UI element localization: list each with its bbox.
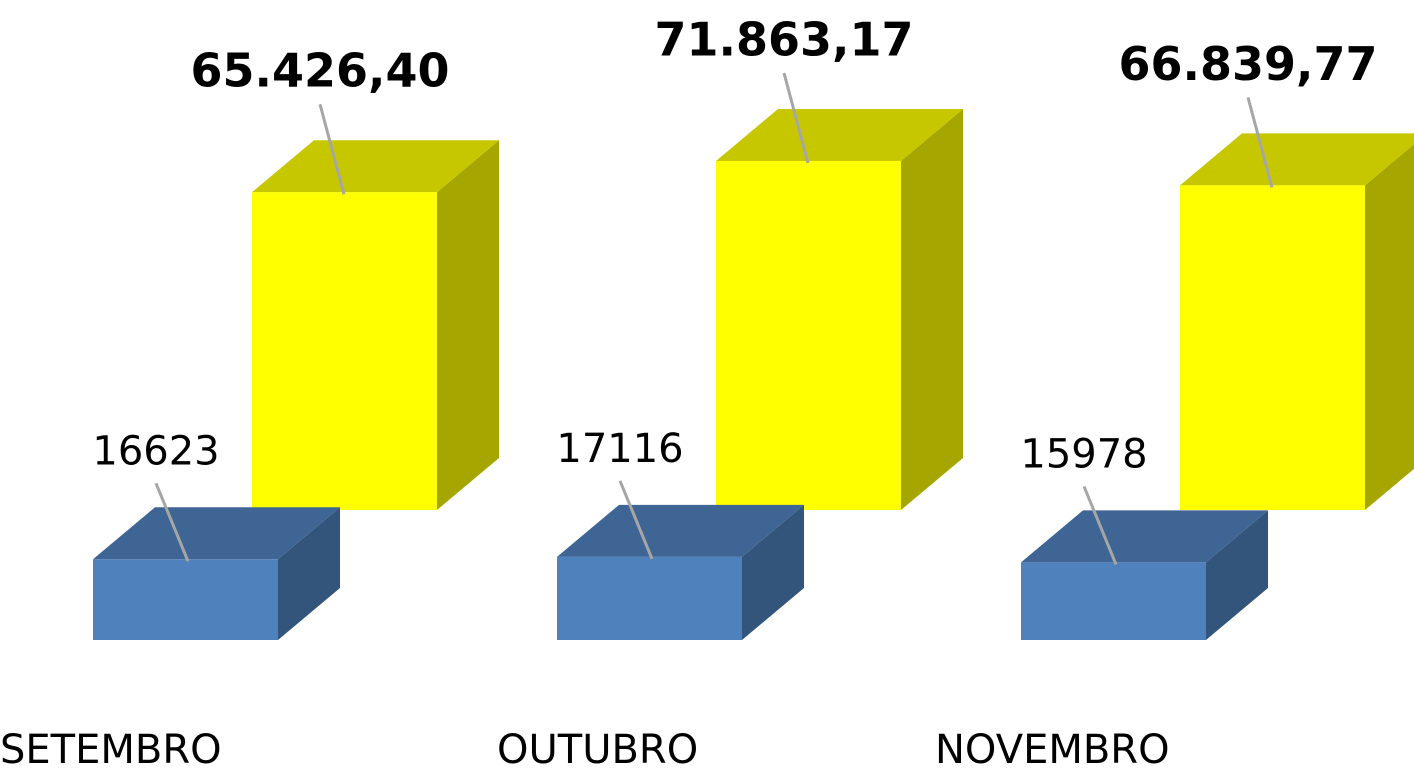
data-label: 17116 xyxy=(556,426,683,472)
bar-top xyxy=(1021,510,1268,563)
leader-line xyxy=(1246,96,1274,188)
bar-top xyxy=(252,140,499,193)
bar-side xyxy=(742,504,804,640)
category-label: OUTUBRO xyxy=(497,727,698,773)
bar-side xyxy=(437,140,499,510)
leader-line xyxy=(782,72,810,164)
bar-side xyxy=(1365,144,1414,510)
leader-line xyxy=(154,482,190,562)
data-label: 65.426,40 xyxy=(191,44,450,98)
bar xyxy=(557,556,742,640)
bar-side xyxy=(1206,510,1268,640)
category-label: SETEMBRO xyxy=(0,727,222,773)
bar xyxy=(716,160,901,510)
bar xyxy=(1180,185,1365,511)
bar-top xyxy=(557,504,804,557)
bar xyxy=(252,192,437,510)
bar-top xyxy=(1180,133,1414,186)
category-label: NOVEMBRO xyxy=(935,727,1170,773)
bar xyxy=(1021,562,1206,640)
bar-side xyxy=(278,507,340,640)
data-label: 15978 xyxy=(1020,431,1147,477)
leader-line xyxy=(618,480,654,560)
leader-line xyxy=(1082,485,1118,565)
bar-top xyxy=(716,108,963,161)
bar-top xyxy=(93,507,340,560)
data-label: 16623 xyxy=(92,428,219,474)
data-label: 66.839,77 xyxy=(1119,37,1378,91)
data-label: 71.863,17 xyxy=(655,12,914,66)
bar-side xyxy=(901,108,963,510)
bar xyxy=(93,559,278,640)
leader-line xyxy=(318,103,346,195)
